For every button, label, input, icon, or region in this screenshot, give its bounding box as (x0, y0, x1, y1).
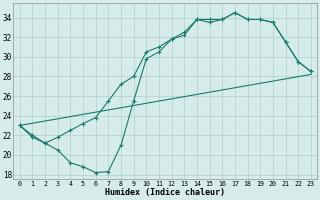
X-axis label: Humidex (Indice chaleur): Humidex (Indice chaleur) (105, 188, 225, 197)
